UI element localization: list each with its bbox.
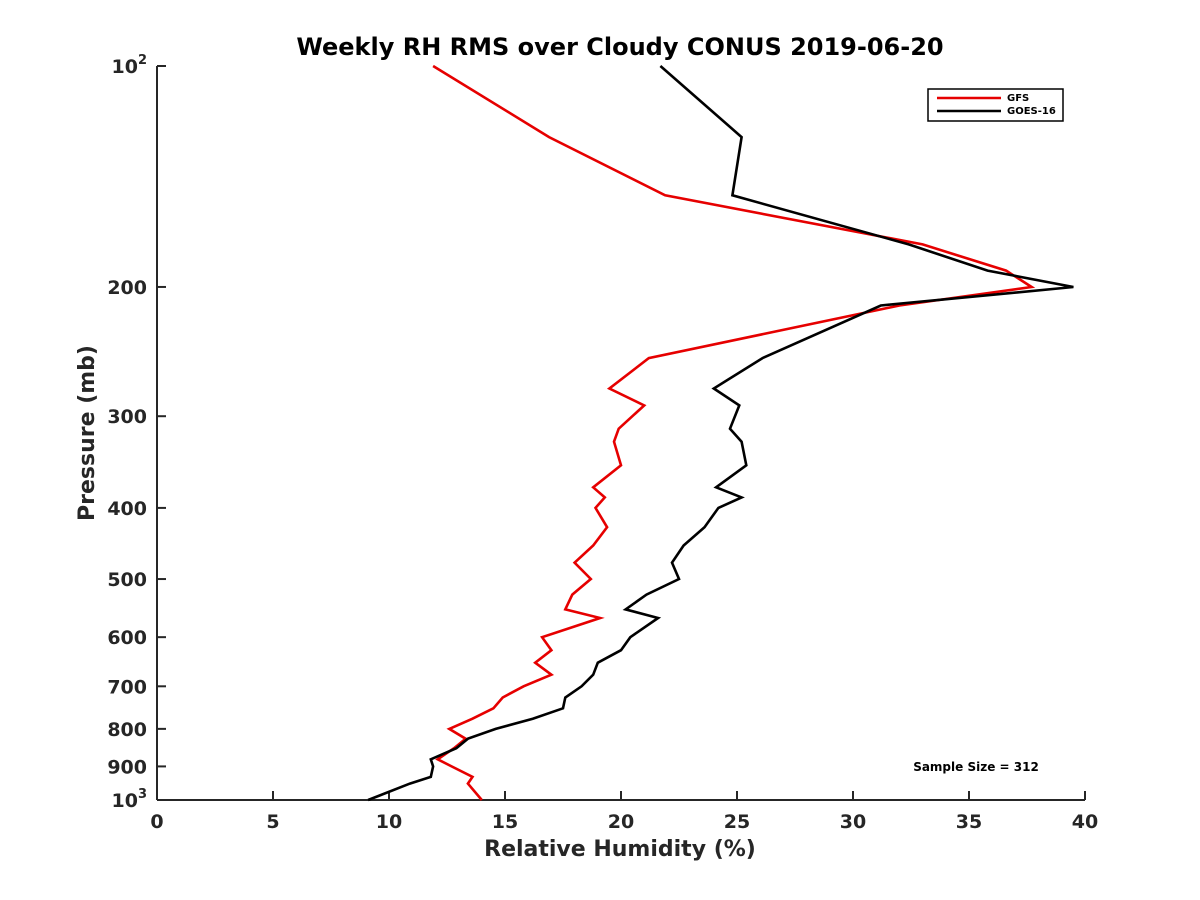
legend-label-gfs: GFS (1007, 93, 1029, 104)
series-layer (367, 64, 1074, 802)
y-tick-label: 700 (107, 676, 147, 698)
x-tick-label: 25 (724, 811, 750, 833)
x-tick-label: 0 (150, 811, 163, 833)
x-tick-label: 30 (840, 811, 866, 833)
x-tick-label: 20 (608, 811, 634, 833)
x-tick-label: 10 (376, 811, 402, 833)
x-tick-label: 40 (1072, 811, 1098, 833)
chart-title: Weekly RH RMS over Cloudy CONUS 2019-06-… (296, 33, 943, 61)
y-tick-label: 500 (107, 569, 147, 591)
y-tick-label: 200 (107, 277, 147, 299)
series-line-gfs (432, 64, 1036, 801)
y-tick-label: 103 (112, 787, 148, 812)
y-tick-exponent: 2 (138, 53, 147, 68)
x-tick-label: 5 (266, 811, 279, 833)
y-tick-base: 10 (112, 790, 138, 812)
y-tick-label: 600 (107, 627, 147, 649)
y-tick-label: 300 (107, 406, 147, 428)
legend: GFS GOES-16 (927, 88, 1064, 122)
y-axis-label: Pressure (mb) (75, 345, 100, 521)
y-tick-label: 800 (107, 719, 147, 741)
y-tick-label: 900 (107, 756, 147, 778)
series-line-goes-16 (367, 65, 1074, 802)
legend-box (927, 88, 1064, 122)
y-tick-label: 400 (107, 498, 147, 520)
x-axis-label: Relative Humidity (%) (484, 837, 756, 862)
sample-size-annotation: Sample Size = 312 (913, 760, 1039, 774)
y-tick-exponent: 3 (138, 787, 147, 802)
x-tick-label: 35 (956, 811, 982, 833)
legend-label-goes16: GOES-16 (1007, 106, 1056, 117)
y-tick-base: 10 (112, 56, 138, 78)
y-tick-label: 102 (112, 53, 148, 78)
x-axis: 0 5 10 15 20 25 30 35 40 (150, 791, 1098, 833)
x-tick-label: 15 (492, 811, 518, 833)
